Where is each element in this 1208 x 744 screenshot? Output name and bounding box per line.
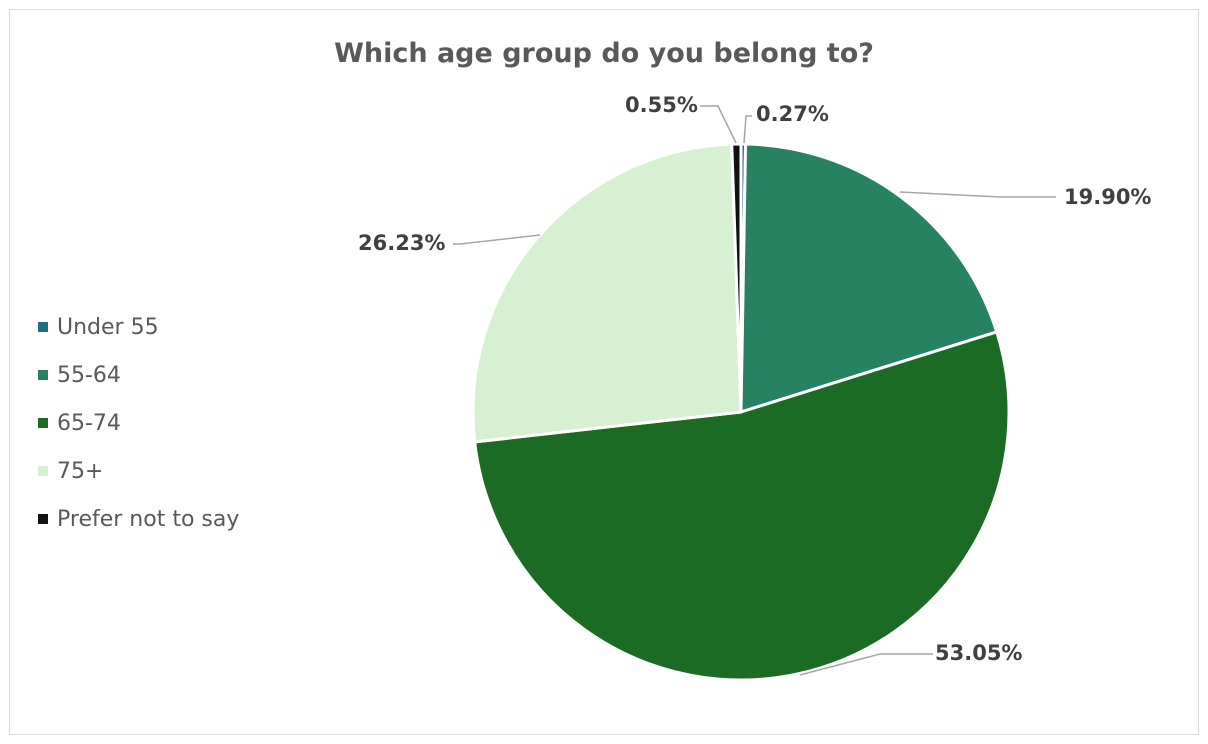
legend-item: 55-64 — [38, 351, 239, 399]
leader-line-75-plus — [453, 234, 541, 245]
data-label-under-55: 0.27% — [756, 102, 829, 126]
leader-line-65-74 — [799, 653, 933, 676]
legend-swatch-under-55 — [38, 322, 48, 332]
legend-label: 65-74 — [57, 410, 121, 436]
legend-label: 75+ — [57, 458, 104, 484]
legend-swatch-prefer-not-to-say — [38, 514, 48, 524]
leader-line-under-55 — [743, 115, 752, 144]
legend-label: 55-64 — [57, 362, 121, 388]
chart-title: Which age group do you belong to? — [334, 38, 874, 69]
legend-swatch-65-74 — [38, 418, 48, 428]
legend-swatch-55-64 — [38, 370, 48, 380]
leader-line-prefer-not-to-say — [700, 105, 737, 144]
pie-slice-55-64 — [739, 142, 999, 415]
legend-item: 75+ — [38, 447, 239, 495]
pie-slice-75-plus — [471, 142, 743, 444]
pie-slice-65-74 — [473, 330, 1011, 682]
legend-item: 65-74 — [38, 399, 239, 447]
data-label-65-74: 53.05% — [935, 641, 1022, 665]
legend: Under 55 55-64 65-74 75+ Prefer not to s… — [38, 303, 239, 543]
leader-line-55-64 — [899, 191, 1056, 198]
legend-label: Prefer not to say — [57, 506, 240, 532]
legend-label: Under 55 — [57, 314, 159, 340]
data-label-prefer-not-to-say: 0.55% — [625, 93, 698, 117]
legend-item: Prefer not to say — [38, 495, 239, 543]
legend-item: Under 55 — [38, 303, 239, 351]
data-label-75-plus: 26.23% — [358, 231, 445, 255]
legend-swatch-75-plus — [38, 466, 48, 476]
data-label-55-64: 19.90% — [1064, 185, 1151, 209]
pie-slice-prefer-not-to-say — [730, 142, 743, 413]
